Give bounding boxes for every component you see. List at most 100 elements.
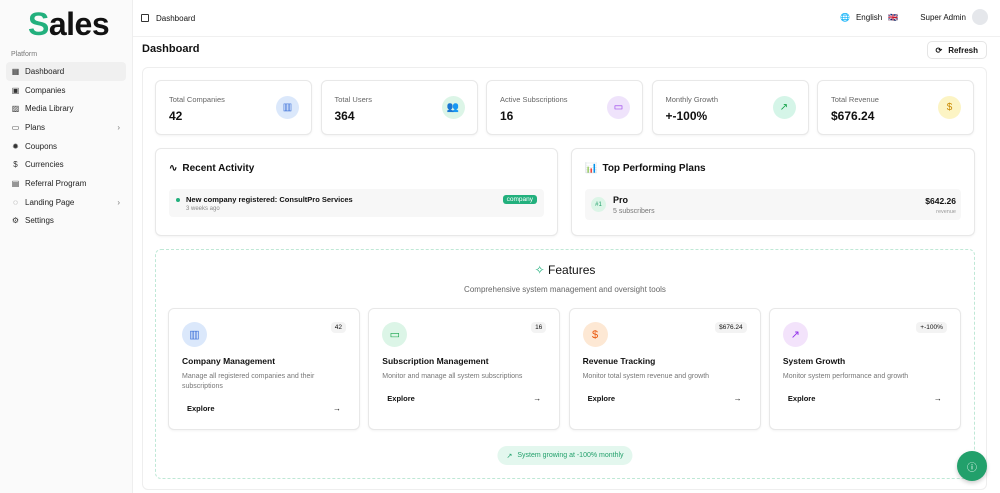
activity-text: New company registered: ConsultPro Servi… <box>186 195 353 204</box>
gift-icon: ▤ <box>11 178 20 188</box>
stat-value: 364 <box>334 109 355 123</box>
image-icon: ▨ <box>11 104 20 114</box>
sidebar-item-label: Plans <box>25 122 46 132</box>
sparkles-icon: ✧ <box>534 263 545 277</box>
stat-label: Total Companies <box>169 95 225 104</box>
explore-link[interactable]: Explore <box>187 404 215 413</box>
stat-card: Total Users 364 👥 <box>320 80 478 135</box>
features-subtitle: Comprehensive system management and over… <box>464 285 666 294</box>
dollar-icon: $ <box>582 322 608 347</box>
sidebar-item-label: Settings <box>25 216 54 226</box>
page-title: Dashboard <box>142 43 200 55</box>
top-plans-card: 📊 Top Performing Plans #1 Pro 5 subscribe… <box>571 148 975 236</box>
activity-icon: ∿ <box>169 163 178 174</box>
stat-value: +-100% <box>665 109 708 123</box>
sidebar: Sales Platform ▦ Dashboard ▣ Companies ▨ Medi… <box>0 0 133 493</box>
features-title: ✧ Features <box>534 263 596 277</box>
feature-badge: $676.24 <box>715 322 747 333</box>
breadcrumb: Dashboard <box>156 13 196 23</box>
stat-card: Monthly Growth +-100% ↗ <box>651 80 809 135</box>
plan-revenue: $642.26 <box>925 196 956 206</box>
sidebar-item-label: Dashboard <box>25 66 65 76</box>
sidebar-item-currencies[interactable]: $ Currencies <box>6 155 126 174</box>
feature-title: Subscription Management <box>382 356 489 366</box>
refresh-button[interactable]: ⟳ Refresh <box>926 41 987 59</box>
stat-label: Total Users <box>334 95 373 104</box>
feature-card: $ $676.24 Revenue Tracking Monitor total sy… <box>568 308 761 430</box>
features-section: ✧ Features Comprehensive system manageme… <box>155 249 975 479</box>
briefcase-icon: ▣ <box>11 85 20 95</box>
stat-card: Active Subscriptions 16 ▭ <box>486 80 643 135</box>
credit-card-icon: ▭ <box>11 122 20 132</box>
chevron-right-icon: › <box>117 122 120 132</box>
language-select[interactable]: English <box>855 12 883 22</box>
stat-label: Monthly Growth <box>665 95 719 104</box>
sidebar-item-label: Landing Page <box>25 197 75 207</box>
section-title: Recent Activity <box>182 163 255 174</box>
sidebar-item-plans[interactable]: ▭ Plans › <box>6 118 126 137</box>
rank-badge: #1 <box>591 197 606 212</box>
sidebar-item-label: Companies <box>25 85 66 95</box>
sidebar-item-landing-page[interactable]: ◌ Landing Page › <box>6 193 126 212</box>
grid-icon: ▦ <box>11 66 20 76</box>
sidebar-item-coupons[interactable]: ✹ Coupons <box>6 137 126 156</box>
plan-subscribers: 5 subscribers <box>613 208 655 215</box>
sidebar-nav: ▦ Dashboard ▣ Companies ▨ Media Library ▭ Plans… <box>6 62 126 230</box>
trending-up-icon: ↗ <box>506 452 513 460</box>
explore-link[interactable]: Explore <box>387 394 415 403</box>
arrow-right-icon[interactable]: → <box>333 404 341 413</box>
feature-badge: 16 <box>531 322 547 333</box>
sidebar-item-companies[interactable]: ▣ Companies <box>6 81 126 100</box>
sidebar-item-settings[interactable]: ⚙ Settings <box>6 212 126 231</box>
recent-activity-card: ∿ Recent Activity New company registered:… <box>155 148 558 236</box>
feature-badge: +-100% <box>916 322 947 333</box>
feature-description: Monitor total system revenue and growth <box>582 373 710 380</box>
refresh-icon: ⟳ <box>935 45 943 55</box>
flag-icon: 🇬🇧 <box>888 12 899 22</box>
arrow-right-icon[interactable]: → <box>733 394 742 403</box>
logo: Sales <box>28 6 110 42</box>
sidebar-item-referral-program[interactable]: ▤ Referral Program <box>6 174 126 193</box>
stat-card: Total Companies 42 ▥ <box>155 80 312 135</box>
feature-title: Revenue Tracking <box>582 356 656 366</box>
plan-name: Pro <box>613 195 629 205</box>
avatar[interactable] <box>972 9 988 25</box>
explore-link[interactable]: Explore <box>787 394 816 403</box>
arrow-right-icon[interactable]: → <box>533 394 542 403</box>
badge-icon: ✹ <box>12 141 19 151</box>
nav-group-label: Platform <box>11 51 38 58</box>
plan-item[interactable]: #1 Pro 5 subscribers $642.26 revenue <box>585 189 961 220</box>
feature-description: Monitor system performance and growth <box>782 373 909 380</box>
help-fab-button[interactable]: ⓘ <box>957 451 987 481</box>
user-name[interactable]: Super Admin <box>920 12 966 22</box>
palette-icon: ◌ <box>13 197 18 207</box>
credit-card-icon: ▭ <box>382 322 408 347</box>
dashboard-content: Total Companies 42 ▥ Total Users 364 👥 Active … <box>142 67 987 490</box>
sidebar-item-dashboard[interactable]: ▦ Dashboard <box>6 62 126 81</box>
arrow-right-icon[interactable]: → <box>933 394 942 403</box>
dollar-icon: $ <box>13 160 18 170</box>
status-dot <box>176 198 180 202</box>
trending-up-icon: ↗ <box>772 96 796 119</box>
stat-label: Total Revenue <box>831 95 879 104</box>
building-icon: ▥ <box>182 322 207 347</box>
feature-title: System Growth <box>782 356 846 366</box>
globe-icon: 🌐 <box>840 12 850 22</box>
credit-card-icon: ▭ <box>607 96 630 119</box>
stat-label: Active Subscriptions <box>500 95 568 104</box>
sidebar-toggle-icon[interactable] <box>141 14 149 22</box>
feature-badge: 42 <box>330 322 346 333</box>
building-icon: ▥ <box>276 96 299 119</box>
explore-link[interactable]: Explore <box>587 394 616 403</box>
activity-item[interactable]: New company registered: ConsultPro Servi… <box>169 189 544 217</box>
trending-up-icon: ↗ <box>782 322 808 347</box>
sidebar-item-label: Referral Program <box>25 178 87 188</box>
feature-card: ▥ 42 Company Management Manage all register… <box>168 308 360 430</box>
feature-card: ▭ 16 Subscription Management Monitor and ma… <box>368 308 561 430</box>
sidebar-item-media-library[interactable]: ▨ Media Library <box>6 99 126 118</box>
info-icon: ⓘ <box>967 462 977 474</box>
main: Dashboard 🌐 English 🇬🇧 Super Admin Dashb… <box>133 0 1000 493</box>
sidebar-item-label: Media Library <box>25 104 74 114</box>
sidebar-item-label: Currencies <box>25 160 64 170</box>
users-icon: 👥 <box>441 96 465 119</box>
